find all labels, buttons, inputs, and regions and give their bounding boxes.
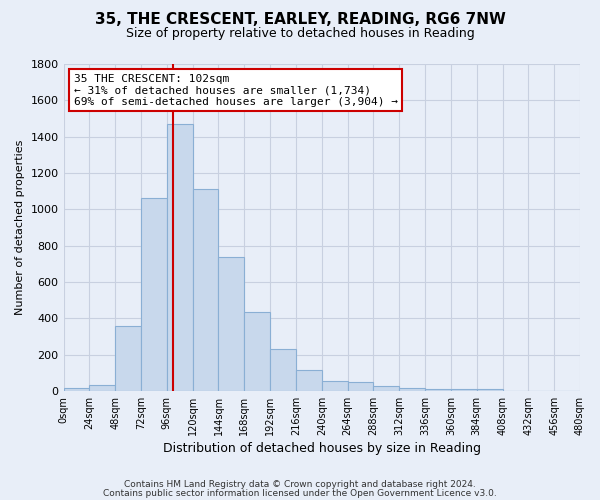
- Bar: [425, 389, 451, 391]
- X-axis label: Distribution of detached houses by size in Reading: Distribution of detached houses by size …: [163, 442, 481, 455]
- Bar: [167, 124, 193, 391]
- Bar: [322, 380, 347, 391]
- Bar: [64, 388, 89, 391]
- Bar: [89, 386, 115, 391]
- Bar: [218, 256, 244, 391]
- Text: 35 THE CRESCENT: 102sqm
← 31% of detached houses are smaller (1,734)
69% of semi: 35 THE CRESCENT: 102sqm ← 31% of detache…: [74, 74, 398, 107]
- Bar: [373, 386, 399, 391]
- Y-axis label: Number of detached properties: Number of detached properties: [15, 140, 25, 315]
- Text: Size of property relative to detached houses in Reading: Size of property relative to detached ho…: [125, 28, 475, 40]
- Bar: [451, 389, 477, 391]
- Text: Contains HM Land Registry data © Crown copyright and database right 2024.: Contains HM Land Registry data © Crown c…: [124, 480, 476, 489]
- Text: 35, THE CRESCENT, EARLEY, READING, RG6 7NW: 35, THE CRESCENT, EARLEY, READING, RG6 7…: [95, 12, 505, 28]
- Bar: [115, 326, 141, 391]
- Bar: [193, 190, 218, 391]
- Bar: [347, 382, 373, 391]
- Bar: [296, 370, 322, 391]
- Bar: [399, 388, 425, 391]
- Text: Contains public sector information licensed under the Open Government Licence v3: Contains public sector information licen…: [103, 488, 497, 498]
- Bar: [270, 349, 296, 391]
- Bar: [477, 389, 503, 391]
- Bar: [141, 198, 167, 391]
- Bar: [244, 312, 270, 391]
